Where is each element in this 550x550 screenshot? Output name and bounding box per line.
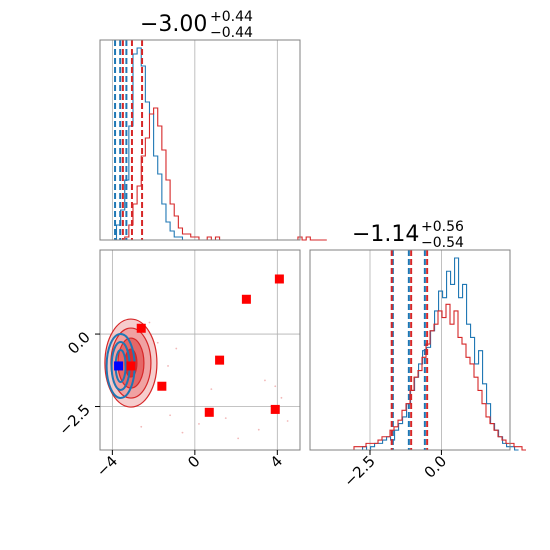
sample-point bbox=[286, 420, 289, 422]
sample-point bbox=[264, 379, 266, 382]
title-param-1-lower: −0.44 bbox=[210, 25, 253, 41]
sample-point bbox=[181, 431, 184, 434]
marker-red bbox=[270, 404, 280, 414]
sample-point bbox=[280, 396, 283, 399]
sample-point bbox=[148, 321, 151, 324]
axes-frame bbox=[309, 249, 511, 451]
marginal-histogram-param-2: −2.5 0.0 bbox=[309, 249, 526, 491]
sample-point bbox=[175, 347, 178, 350]
sample-point bbox=[257, 428, 260, 431]
histogram-red bbox=[350, 303, 526, 451]
sample-point bbox=[167, 365, 169, 367]
marker-red bbox=[204, 407, 214, 417]
sample-point bbox=[210, 388, 213, 391]
histogram-red bbox=[100, 107, 327, 241]
marker-red bbox=[215, 355, 225, 365]
x-tick-label: −2.5 bbox=[340, 452, 378, 490]
sample-point bbox=[156, 341, 159, 344]
axes-frame bbox=[99, 249, 301, 451]
title-param-1-upper: +0.44 bbox=[210, 9, 253, 25]
title-param-2-upper: +0.56 bbox=[421, 219, 464, 235]
axes-frame bbox=[99, 39, 301, 241]
title-param-1-value: −3.00 bbox=[140, 12, 207, 37]
joint-density-panel: −4 0 4 0.0 −2.5 bbox=[55, 249, 301, 480]
x-tick-label: 0 bbox=[184, 452, 203, 471]
y-tick-label: 0.0 bbox=[64, 328, 94, 358]
sample-point bbox=[169, 414, 172, 417]
marker-red bbox=[241, 294, 251, 304]
marginal-histogram-param-1 bbox=[99, 39, 327, 241]
title-param-2: −1.14 +0.56 −0.54 bbox=[352, 219, 464, 251]
marker-red bbox=[126, 361, 136, 371]
title-param-2-lower: −0.54 bbox=[421, 235, 464, 251]
x-tick-label: 0.0 bbox=[421, 452, 451, 482]
x-tick-label: 4 bbox=[267, 452, 286, 471]
x-tick-label: −4 bbox=[93, 452, 121, 480]
marker-red bbox=[157, 381, 167, 391]
marker-red bbox=[136, 323, 146, 333]
sample-point bbox=[224, 417, 227, 420]
sample-point bbox=[274, 385, 277, 388]
title-param-1: −3.00 +0.44 −0.44 bbox=[140, 9, 253, 41]
title-param-2-value: −1.14 bbox=[352, 222, 419, 247]
y-tick-label: −2.5 bbox=[55, 401, 93, 439]
sample-point bbox=[237, 437, 240, 440]
sample-point bbox=[198, 423, 200, 425]
sample-point bbox=[140, 425, 143, 428]
histogram-blue bbox=[358, 257, 519, 451]
marker-blue bbox=[114, 361, 124, 371]
marker-red bbox=[274, 274, 284, 284]
